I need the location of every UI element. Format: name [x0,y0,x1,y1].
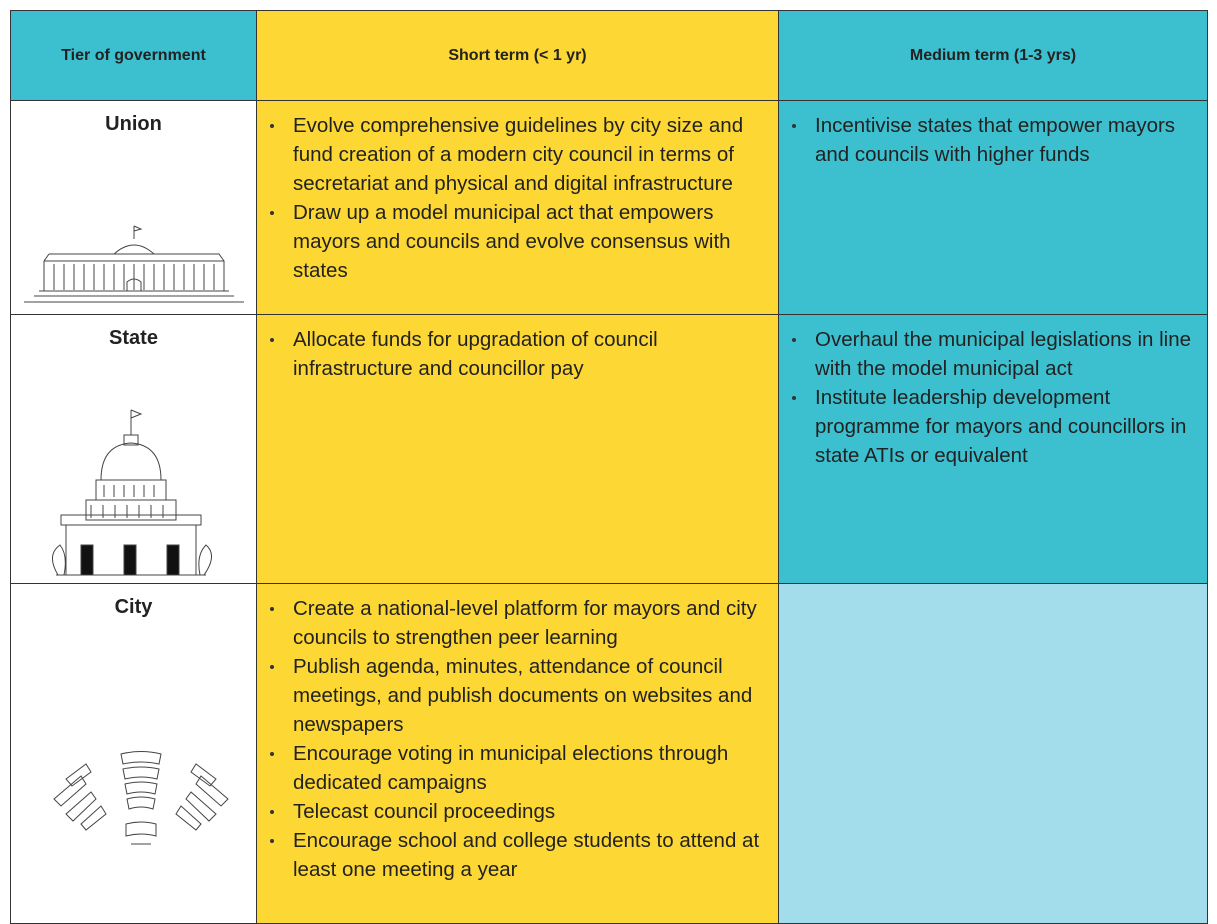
header-row: Tier of government Short term (< 1 yr) M… [11,11,1208,101]
bullet-list: Overhaul the municipal legislations in l… [779,315,1207,470]
tier-cell: City [11,584,257,924]
bullet-item: Evolve comprehensive guidelines by city … [270,111,770,198]
bullet-item: Incentivise states that empower mayors a… [792,111,1199,169]
bullet-item: Encourage school and college students to… [270,826,770,884]
tier-label: City [114,596,153,618]
row: State Allocate funds for upgradation of … [11,315,1208,584]
medium-cell: Overhaul the municipal legislations in l… [779,315,1208,584]
bullet-item: Telecast council proceedings [270,797,770,826]
row: Union Evolve comprehensive guidelines by… [11,101,1208,315]
header-cell: Tier of government [11,11,257,101]
header-cell: Short term (< 1 yr) [257,11,779,101]
tier-label: State [109,327,158,349]
bullet-list: Incentivise states that empower mayors a… [779,101,1207,169]
parliament-icon [24,225,244,303]
bullet-item: Overhaul the municipal legislations in l… [792,325,1199,383]
bullet-list: Evolve comprehensive guidelines by city … [257,101,778,285]
medium-cell [779,584,1208,924]
tier-cell: State [11,315,257,584]
tier-label: Union [105,113,162,135]
header-cell: Medium term (1-3 yrs) [779,11,1208,101]
bullet-item: Create a national-level platform for may… [270,594,770,652]
bullet-item: Draw up a model municipal act that empow… [270,198,770,285]
short-cell: Allocate funds for upgradation of counci… [257,315,779,584]
medium-cell: Incentivise states that empower mayors a… [779,101,1208,315]
short-cell: Create a national-level platform for may… [257,584,779,924]
bullet-item: Publish agenda, minutes, attendance of c… [270,652,770,739]
bullet-item: Institute leadership development program… [792,383,1199,470]
bullet-item: Encourage voting in municipal elections … [270,739,770,797]
bullet-item: Allocate funds for upgradation of counci… [270,325,770,383]
tier-cell: Union [11,101,257,315]
bullet-list: Allocate funds for upgradation of counci… [257,315,778,383]
bullet-list: Create a national-level platform for may… [257,584,778,884]
row: City Create a national-level platform fo… [11,584,1208,924]
council-icon [53,751,229,845]
table: Tier of government Short term (< 1 yr) M… [10,10,1208,924]
capitol-icon [52,409,212,576]
bullet-list [779,584,1207,594]
short-cell: Evolve comprehensive guidelines by city … [257,101,779,315]
